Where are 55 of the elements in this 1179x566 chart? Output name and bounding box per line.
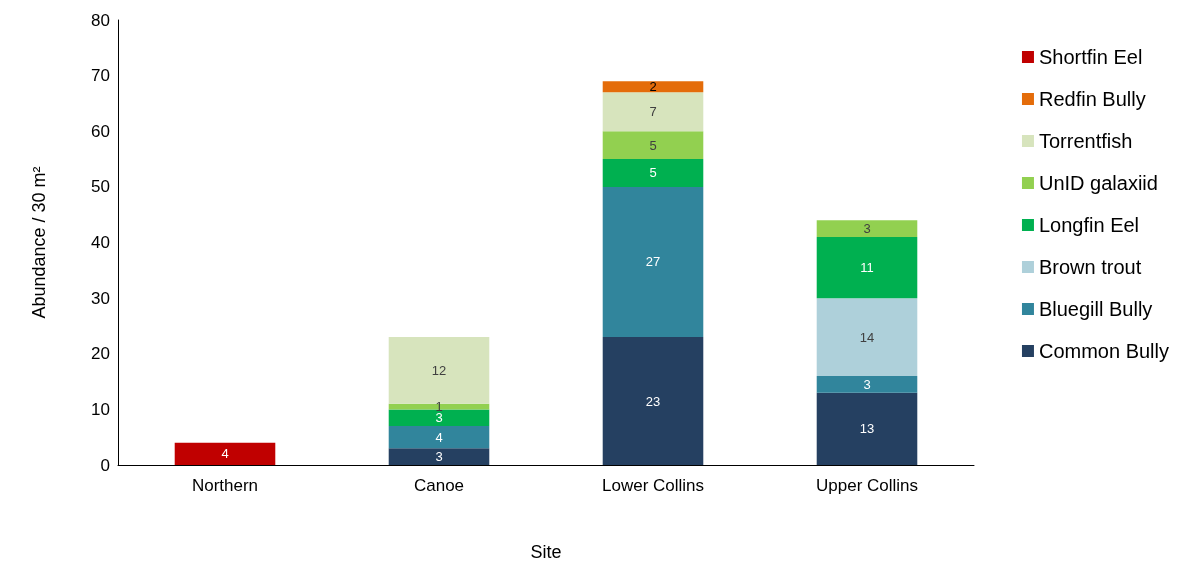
bar [816,298,918,376]
y-tick-label: 20 [91,344,110,364]
bar [388,426,490,449]
y-tick-label: 60 [91,121,110,141]
legend-label: Torrentfish [1038,130,1133,152]
bar [602,81,704,93]
data-label: 4 [435,429,443,445]
data-label: 14 [859,329,875,345]
bar [816,220,918,237]
legend-label: UnID galaxiid [1038,172,1158,194]
data-label: 4 [221,446,229,462]
y-tick-label: 40 [91,233,110,252]
bar [816,236,918,299]
data-label: 13 [859,421,875,437]
data-label: 12 [431,362,447,378]
x-tick-label: Lower Collins [601,476,705,495]
data-label: 3 [435,410,443,426]
bar [388,409,490,427]
bar [602,131,704,160]
x-tick-label: Canoe [413,476,465,495]
bar [816,376,918,393]
y-tick-label: 30 [91,288,110,308]
data-label: 2 [649,79,657,95]
bar [388,448,490,465]
legend-label: Bluegill Bully [1038,298,1153,320]
y-tick-label: 0 [100,455,110,475]
legend-label: Redfin Bully [1038,88,1146,110]
data-label: 3 [863,221,871,237]
y-tick-label: 80 [91,10,110,30]
bar [388,337,490,404]
bar [602,186,704,338]
x-axis-title: Site [530,542,562,562]
data-label: 11 [860,260,874,276]
bar [816,392,918,465]
y-tick-label: 10 [91,399,110,419]
y-tick-label: 50 [91,177,110,197]
data-label: 5 [649,137,657,153]
data-label: 5 [649,165,657,181]
bar [174,442,276,465]
y-tick-label: 70 [91,66,110,86]
legend-label: Common Bully [1038,340,1170,362]
data-label: 23 [645,393,661,409]
x-tick-label: Upper Collins [815,476,919,495]
bar [602,159,704,187]
data-label: 3 [863,376,871,392]
legend-label: Longfin Eel [1038,214,1140,236]
bar [602,92,704,132]
x-tick-label: Northern [191,476,259,495]
legend-label: Brown trout [1038,256,1142,278]
bar [602,337,704,465]
data-label: 7 [649,104,657,120]
data-label: 3 [435,449,443,465]
legend-label: Shortfin Eel [1038,46,1143,68]
y-axis-title: Abundance / 30 m² [29,166,49,319]
data-label: 27 [645,254,661,270]
